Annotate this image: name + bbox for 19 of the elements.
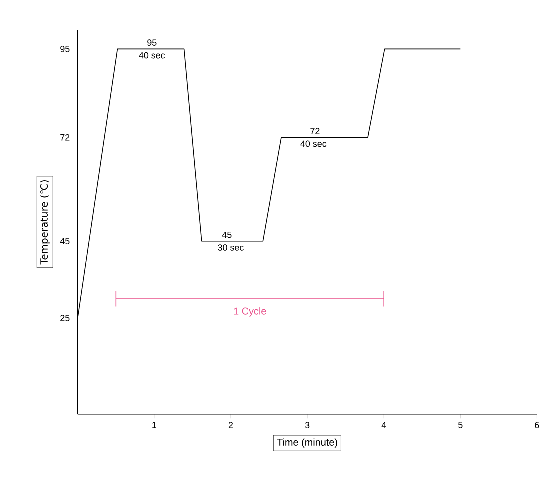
y-tick-label: 72	[60, 134, 70, 141]
y-tick-label: 25	[60, 314, 70, 322]
x-tick-label: 5	[458, 422, 463, 428]
x-axis-title: Time (minute)	[277, 438, 338, 448]
annotation: 30 sec	[218, 244, 244, 251]
series-label: 1 Cycle	[234, 307, 266, 317]
x-tick-label: 2	[228, 422, 234, 428]
y-axis-title: Temperature (℃)	[40, 180, 50, 265]
x-tick-label: 6	[535, 422, 540, 428]
annotation: 95	[148, 40, 157, 46]
y-tick-label: 95	[60, 46, 70, 52]
x-tick-label: 1	[152, 422, 156, 428]
annotation: 45	[222, 232, 232, 238]
x-tick-label: 4	[382, 422, 386, 428]
annotation: 40 sec	[139, 52, 166, 59]
annotation: 72	[310, 128, 320, 134]
y-tick-label: 45	[60, 238, 70, 244]
annotation: 40 sec	[300, 140, 327, 147]
x-tick-label: 3	[305, 422, 310, 428]
